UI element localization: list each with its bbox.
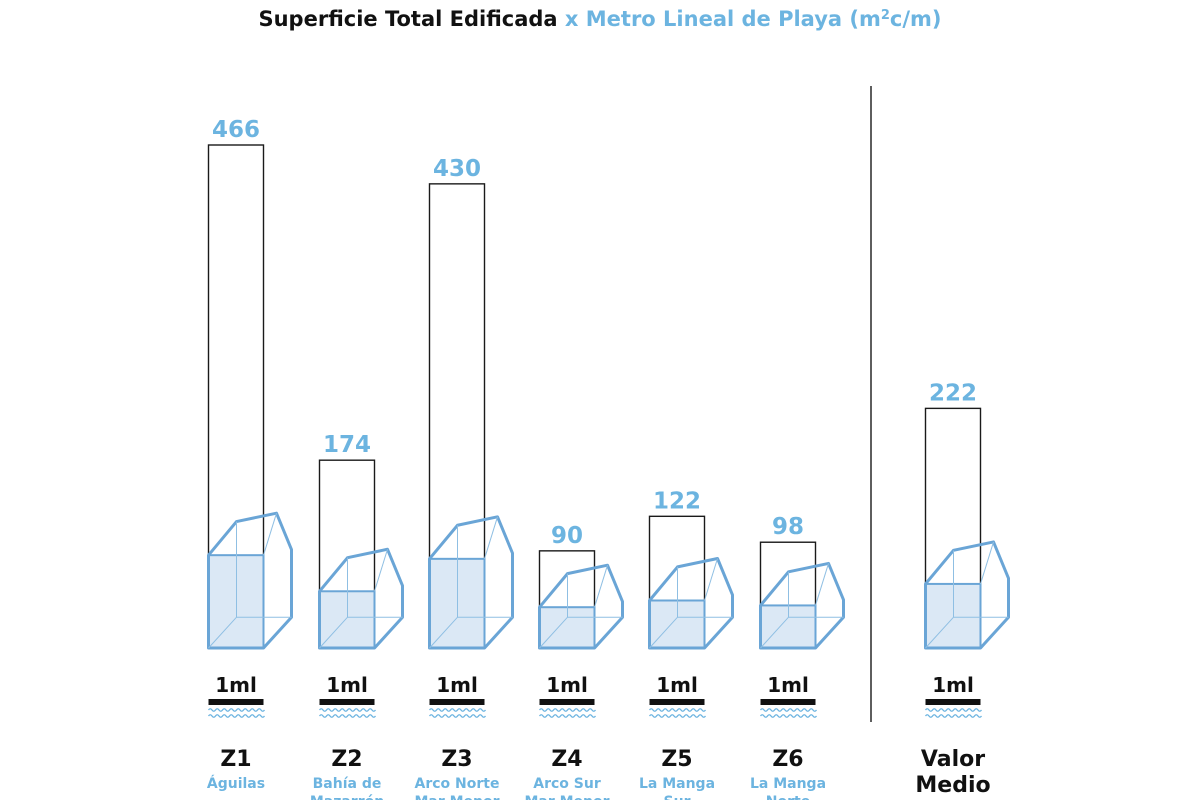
beach-baseline (649, 699, 705, 705)
unit-label: 1ml (932, 673, 974, 697)
value-label: 90 (551, 523, 583, 549)
value-label: 430 (433, 156, 481, 182)
wave-line (759, 714, 818, 718)
prism-inner-top (815, 563, 829, 606)
beach-baseline (925, 699, 981, 705)
zone-code: Z2 (331, 747, 362, 772)
value-label: 222 (929, 380, 977, 406)
prism-inner-top (484, 516, 498, 559)
bars-group: 466 1ml Z1 Águilas 174 1ml Z2 Bahía de Mazarrón 4… (207, 117, 1010, 800)
title-part-1: Superficie Total Edificada (258, 7, 557, 31)
bar-z2 (318, 459, 404, 718)
bar-z5 (648, 515, 734, 718)
zone-name-line: Mar Menor (524, 794, 609, 800)
zone-name-line: Norte (766, 794, 810, 800)
wave-line (428, 708, 487, 712)
prism-inner-top (374, 549, 388, 592)
prism-outline (318, 547, 404, 650)
prism-inner-top (980, 541, 994, 585)
zone-name-line: Sur (664, 794, 691, 800)
average-label-line-1: Valor (921, 747, 985, 772)
wave-line (648, 708, 707, 712)
unit-label: 1ml (436, 673, 478, 697)
bar-z6 (759, 541, 845, 718)
bar-z3 (428, 183, 514, 718)
zone-code: Z1 (220, 747, 251, 772)
unit-label: 1ml (215, 673, 257, 697)
prism-inner-top (263, 513, 277, 556)
value-label: 122 (653, 488, 701, 514)
value-label: 466 (212, 117, 260, 143)
zone-code: Z6 (772, 747, 803, 772)
zone-name-line: Águilas (207, 775, 265, 792)
average-label-line-2: Medio (915, 773, 990, 798)
title-part-2: x Metro Lineal de Playa (m (558, 7, 881, 31)
unit-label: 1ml (326, 673, 368, 697)
wave-line (318, 708, 377, 712)
zone-name-line: Arco Sur (533, 776, 601, 792)
prism-outline (538, 563, 624, 650)
wave-line (538, 708, 597, 712)
wave-line (538, 714, 597, 718)
beach-baseline (539, 699, 595, 705)
chart-title: Superficie Total Edificada x Metro Linea… (258, 7, 941, 31)
wave-line (924, 708, 983, 712)
bar-z1 (207, 144, 293, 718)
prism-outline (428, 515, 514, 650)
zone-name-line: Bahía de (313, 776, 382, 792)
value-label: 174 (323, 432, 371, 458)
zone-name-line: Mar Menor (414, 794, 499, 800)
unit-label: 1ml (546, 673, 588, 697)
zone-name-line: Arco Norte (415, 776, 500, 792)
beach-baseline (760, 699, 816, 705)
beach-baseline (319, 699, 375, 705)
wave-line (759, 708, 818, 712)
wave-line (318, 714, 377, 718)
zone-name-line: Mazarrón (310, 794, 384, 800)
zone-code: Z4 (551, 747, 582, 772)
unit-label: 1ml (767, 673, 809, 697)
wave-line (207, 708, 266, 712)
beach-baseline (429, 699, 485, 705)
prism-outline (207, 511, 293, 650)
zone-name-line: La Manga (750, 776, 826, 792)
wave-line (207, 714, 266, 718)
prism-outline (924, 540, 1010, 650)
prism-outline (759, 561, 845, 650)
unit-label: 1ml (656, 673, 698, 697)
bar-z4 (538, 550, 624, 718)
value-label: 98 (772, 514, 804, 540)
wave-line (428, 714, 487, 718)
prism-inner-top (594, 565, 608, 608)
prism-outline (648, 557, 734, 650)
title-superscript: 2 (881, 8, 890, 23)
prism-inner-top (704, 558, 718, 601)
zone-code: Z5 (661, 747, 692, 772)
beach-baseline (208, 699, 264, 705)
zone-code: Z3 (441, 747, 472, 772)
zone-name-line: La Manga (639, 776, 715, 792)
title-part-3: c/m) (890, 7, 942, 31)
bar-average (924, 407, 1010, 718)
wave-line (648, 714, 707, 718)
wave-line (924, 714, 983, 718)
